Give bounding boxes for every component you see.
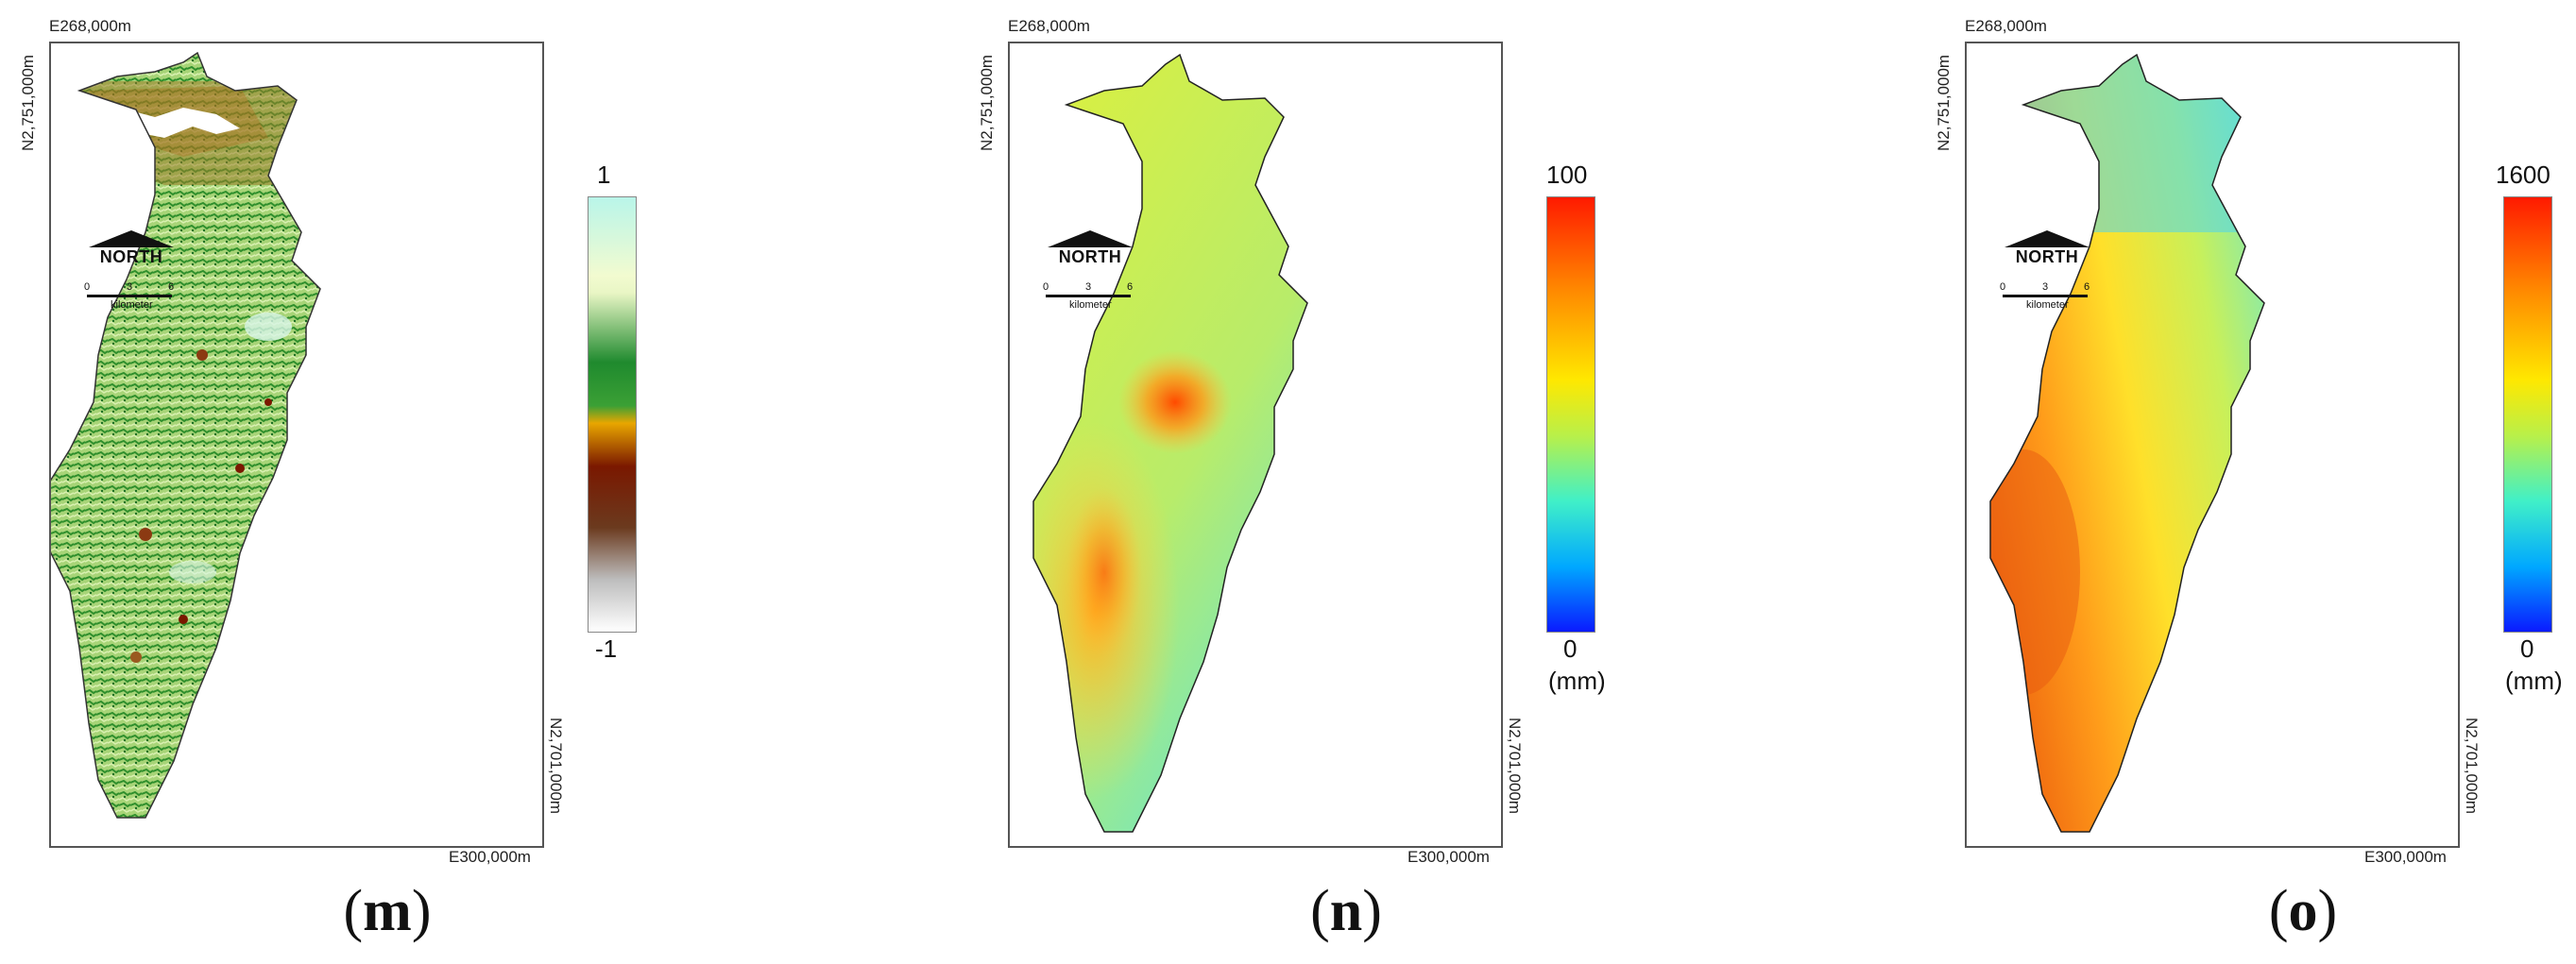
caption-n: (n) xyxy=(1310,879,1382,943)
coord-right-vertical: N2,701,000m xyxy=(547,718,565,815)
panel-n: E268,000m N2,751,000m E300,000m N2,701,0… xyxy=(959,0,1809,964)
coord-left-vertical: N2,751,000m xyxy=(978,54,996,151)
north-arrow: NORTH xyxy=(89,227,174,267)
scale-tick-3: 3 xyxy=(2042,281,2049,293)
north-arrow-icon xyxy=(89,230,174,247)
north-arrow: NORTH xyxy=(2005,227,2090,267)
panel-o: E268,000m N2,751,000m E300,000m N2,701,0… xyxy=(1691,0,2563,964)
watershed-map-ndvi xyxy=(51,51,321,819)
coord-bottom-right: E300,000m xyxy=(2364,848,2447,866)
coord-left-vertical: N2,751,000m xyxy=(19,54,37,151)
colorbar-unit: (mm) xyxy=(1548,667,1606,695)
colorbar-min: 0 xyxy=(2520,634,2534,663)
scale-unit: kilometer xyxy=(111,299,153,311)
colorbar-unit: (mm) xyxy=(2505,667,2563,695)
coord-top-left: E268,000m xyxy=(1965,17,2047,35)
scale-tick-6: 6 xyxy=(168,281,175,293)
coord-bottom-right: E300,000m xyxy=(449,848,531,866)
scale-bar: 0 3 6 kilometer xyxy=(84,281,175,311)
scale-bar: 0 3 6 kilometer xyxy=(1043,281,1134,311)
north-label: NORTH xyxy=(1058,247,1122,266)
north-arrow-icon xyxy=(1048,230,1133,247)
watershed-map-o xyxy=(1989,53,2265,833)
colorbar-max: 1600 xyxy=(2496,161,2550,189)
caption-m: (m) xyxy=(343,879,432,943)
scale-tick-6: 6 xyxy=(1127,281,1134,293)
scale-tick-0: 0 xyxy=(2000,281,2006,293)
colorbar xyxy=(2503,196,2552,633)
colorbar-min: 0 xyxy=(1563,634,1578,663)
colorbar-min: -1 xyxy=(595,634,618,663)
coord-right-vertical: N2,701,000m xyxy=(2463,718,2481,815)
coord-top-left: E268,000m xyxy=(49,17,131,35)
scale-tick-6: 6 xyxy=(2084,281,2090,293)
scale-unit: kilometer xyxy=(1069,299,1112,311)
colorbar-max: 1 xyxy=(597,161,611,189)
watershed-map-n xyxy=(1032,53,1308,833)
north-label: NORTH xyxy=(99,247,163,266)
scale-tick-3: 3 xyxy=(127,281,133,293)
coord-right-vertical: N2,701,000m xyxy=(1506,718,1524,815)
colorbar xyxy=(588,196,637,633)
scale-unit: kilometer xyxy=(2026,299,2069,311)
coord-left-vertical: N2,751,000m xyxy=(1935,54,1953,151)
panel-m: E268,000m N2,751,000m E300,000m N2,701,0… xyxy=(0,0,850,964)
scale-tick-0: 0 xyxy=(1043,281,1049,293)
caption-o: (o) xyxy=(2268,879,2338,943)
scale-tick-0: 0 xyxy=(84,281,91,293)
north-label: NORTH xyxy=(2015,247,2079,266)
north-arrow-icon xyxy=(2005,230,2090,247)
colorbar xyxy=(1546,196,1595,633)
north-arrow: NORTH xyxy=(1048,227,1133,267)
coord-bottom-right: E300,000m xyxy=(1407,848,1490,866)
scale-bar: 0 3 6 kilometer xyxy=(2000,281,2090,311)
scale-tick-3: 3 xyxy=(1085,281,1092,293)
colorbar-max: 100 xyxy=(1546,161,1588,189)
coord-top-left: E268,000m xyxy=(1008,17,1090,35)
